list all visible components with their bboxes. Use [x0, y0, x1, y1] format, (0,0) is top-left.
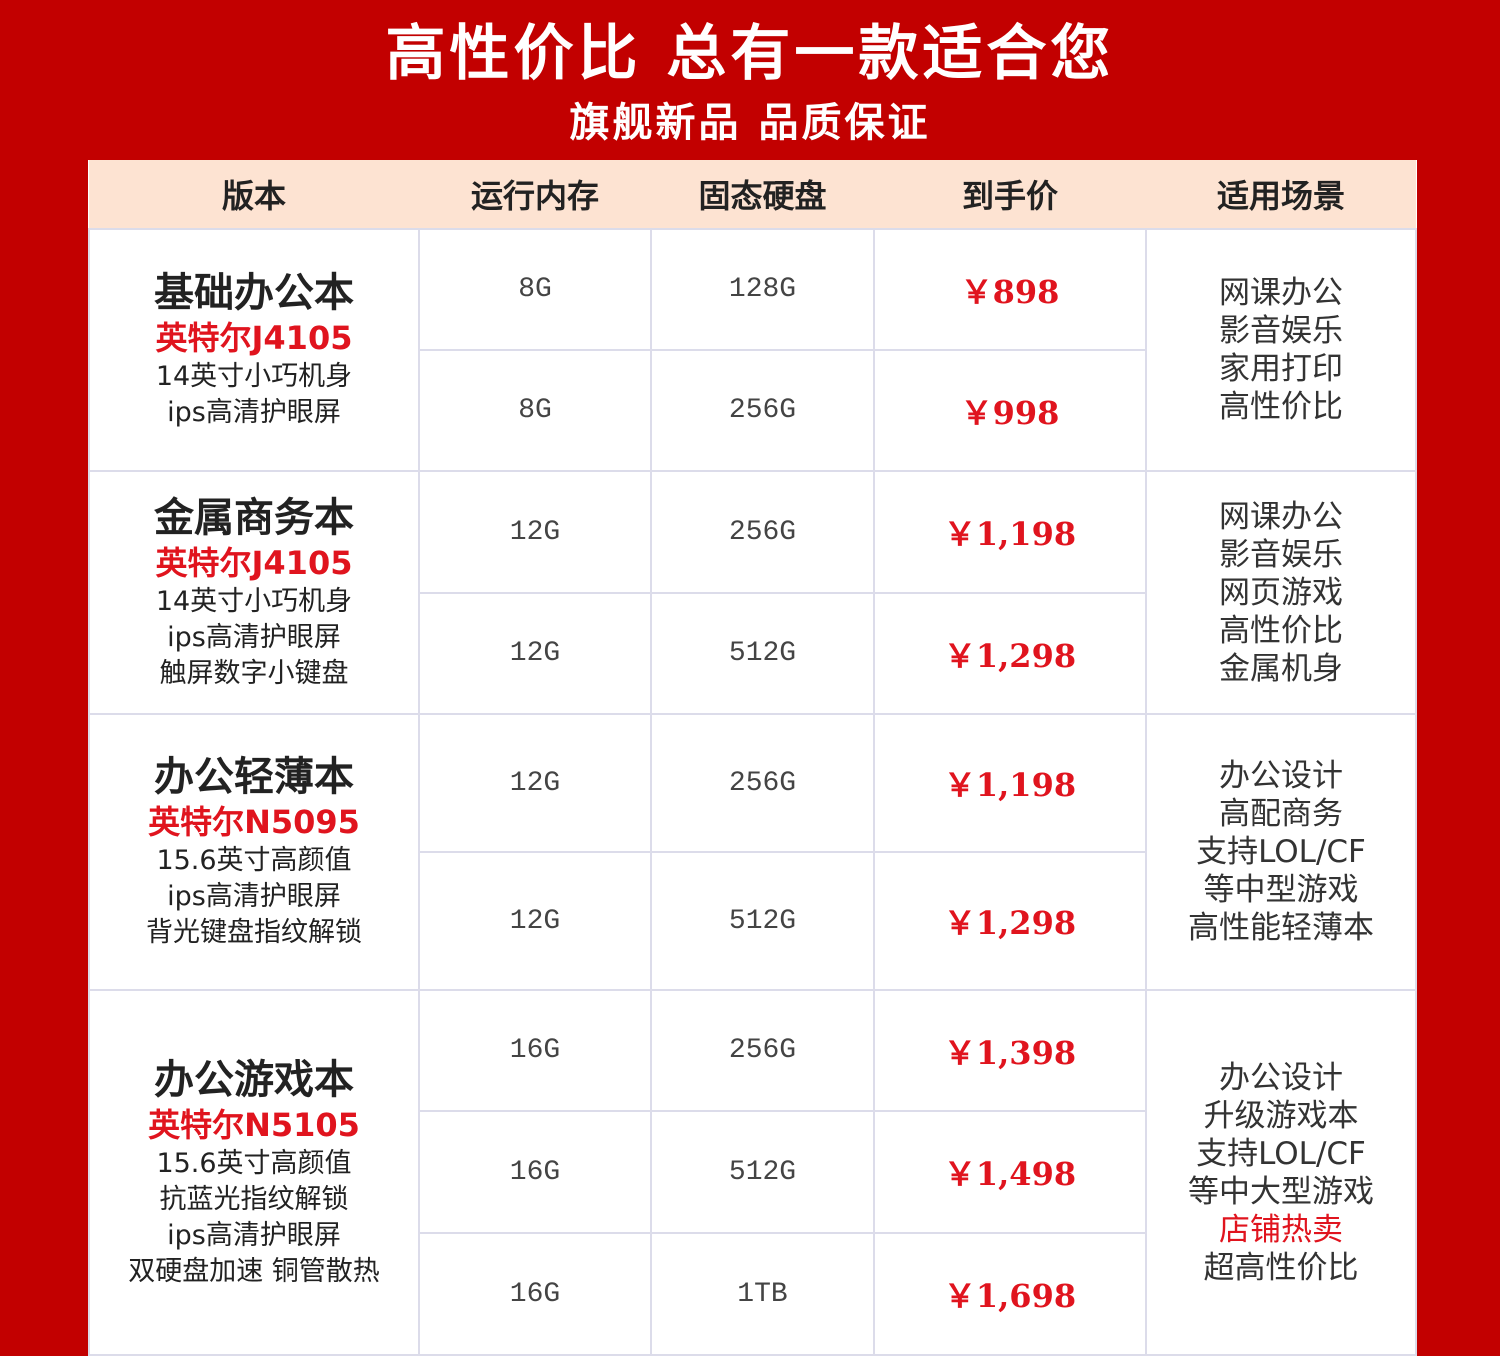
scene-cell: 办公设计 高配商务 支持LOL/CF 等中型游戏 高性能轻薄本 — [1145, 713, 1417, 991]
ram-cell: 8G — [418, 228, 652, 351]
ssd-cell: 256G — [650, 470, 875, 594]
scene-item: 影音娱乐 — [1219, 536, 1343, 573]
table-row: 16G 1TB ￥1,698 — [89, 1232, 1416, 1356]
version-name: 基础办公本 — [154, 269, 354, 316]
page-subtitle: 旗舰新品 品质保证 — [569, 99, 931, 146]
ram-cell: 12G — [418, 851, 652, 991]
feature: 15.6英寸高颜值 — [156, 845, 352, 876]
version-cell: 基础办公本 英特尔J4105 14英寸小巧机身 ips高清护眼屏 — [88, 228, 420, 472]
col-ram: 运行内存 — [419, 160, 651, 229]
feature: ips高清护眼屏 — [167, 397, 341, 428]
price-cell: ￥898 — [873, 228, 1147, 351]
col-ssd: 固态硬盘 — [651, 160, 874, 229]
price-cell: ￥1,198 — [873, 713, 1147, 853]
table-row: 16G 512G ￥1,498 — [89, 1110, 1416, 1234]
ram-cell: 16G — [418, 1110, 652, 1234]
version-name: 办公游戏本 — [154, 1055, 354, 1103]
feature: 14英寸小巧机身 — [155, 585, 353, 617]
feature: 15.6英寸高颜值 — [156, 1147, 352, 1179]
scene-item: 办公设计 — [1219, 758, 1343, 794]
ssd-cell: 512G — [650, 1110, 875, 1234]
table-row: 12G 512G ￥1,298 — [89, 592, 1416, 715]
ssd-cell: 512G — [650, 851, 875, 991]
cpu-model: 英特尔J4105 — [155, 319, 353, 357]
version-name: 办公轻薄本 — [154, 753, 354, 800]
table-header-row: 版本 运行内存 固态硬盘 到手价 适用场景 — [89, 160, 1416, 229]
scene-item: 影音娱乐 — [1219, 313, 1343, 349]
scene-item: 店铺热卖 — [1219, 1211, 1343, 1248]
feature: ips高清护眼屏 — [167, 1219, 341, 1251]
table-row: 办公游戏本 英特尔N5105 15.6英寸高颜值 抗蓝光指纹解锁 ips高清护眼屏双硬盘… — [88, 989, 1417, 1356]
spec-table: 版本 运行内存 固态硬盘 到手价 适用场景 基础办公本 英特尔J4105 14英寸小… — [88, 160, 1417, 1356]
scene-item: 办公设计 — [1219, 1059, 1343, 1096]
table-row: 办公轻薄本 英特尔N5095 15.6英寸高颜值 ips高清护眼屏 背光键盘指纹解锁 12… — [88, 713, 1417, 991]
table-row: 8G 256G ￥998 — [89, 349, 1416, 472]
cpu-model: 英特尔N5095 — [148, 803, 360, 841]
scene-cell: 网课办公 影音娱乐 家用打印 高性价比 — [1145, 228, 1417, 472]
scene-cell: 办公设计 升级游戏本 支持LOL/CF 等中大型游戏 店铺热卖 超高性价比 — [1145, 989, 1417, 1356]
col-scene: 适用场景 — [1146, 160, 1416, 229]
ssd-cell: 1TB — [650, 1232, 875, 1356]
version-cell: 金属商务本 英特尔J4105 14英寸小巧机身 ips高清护眼屏 触屏数字小键盘 — [88, 470, 420, 715]
price-cell: ￥1,498 — [873, 1110, 1147, 1234]
version-name: 金属商务本 — [154, 493, 354, 541]
scene-cell: 网课办公 影音娱乐 网页游戏 高性价比 金属机身 — [1145, 470, 1417, 715]
scene-item: 高性价比 — [1219, 612, 1343, 649]
version-cell: 办公游戏本 英特尔N5105 15.6英寸高颜值 抗蓝光指纹解锁 ips高清护眼屏双硬盘… — [88, 989, 420, 1356]
ssd-cell: 512G — [650, 592, 875, 715]
scene-item: 网课办公 — [1219, 498, 1343, 535]
price-cell: ￥1,298 — [873, 851, 1147, 991]
ssd-cell: 256G — [650, 713, 875, 853]
scene-item: 支持LOL/CF — [1196, 834, 1366, 870]
col-price: 到手价 — [874, 160, 1146, 229]
ram-cell: 16G — [418, 1232, 652, 1356]
feature: ips高清护眼屏 — [167, 621, 341, 653]
page-title: 高性价比 总有一款适合您 — [385, 19, 1115, 89]
scene-item: 网页游戏 — [1219, 574, 1343, 611]
feature: 背光键盘指纹解锁 — [146, 917, 362, 948]
version-cell: 办公轻薄本 英特尔N5095 15.6英寸高颜值 ips高清护眼屏 背光键盘指纹解锁 — [88, 713, 420, 991]
table-row: 12G 512G ￥1,298 — [89, 851, 1416, 991]
scene-item: 家用打印 — [1219, 351, 1343, 387]
feature: 14英寸小巧机身 — [155, 361, 353, 392]
feature: 触屏数字小键盘 — [159, 657, 349, 689]
table-row: 金属商务本 英特尔J4105 14英寸小巧机身 ips高清护眼屏 触屏数字小键盘 12G 2… — [88, 470, 1417, 715]
price-cell: ￥1,298 — [873, 592, 1147, 715]
feature: 双硬盘加速 铜管散热 — [128, 1255, 380, 1287]
ssd-cell: 256G — [650, 989, 875, 1112]
ram-cell: 16G — [418, 989, 652, 1112]
scene-item: 高配商务 — [1219, 796, 1343, 832]
scene-item: 网课办公 — [1219, 275, 1343, 311]
price-cell: ￥1,698 — [873, 1232, 1147, 1356]
ssd-cell: 128G — [650, 228, 875, 351]
ram-cell: 8G — [418, 349, 652, 472]
scene-item: 等中型游戏 — [1203, 872, 1359, 908]
scene-item: 支持LOL/CF — [1196, 1135, 1366, 1172]
ram-cell: 12G — [418, 713, 652, 853]
scene-item: 超高性价比 — [1203, 1249, 1359, 1286]
ram-cell: 12G — [418, 470, 652, 594]
cpu-model: 英特尔N5105 — [148, 1105, 360, 1144]
scene-item: 金属机身 — [1219, 650, 1343, 687]
price-cell: ￥1,398 — [873, 989, 1147, 1112]
price-cell: ￥998 — [873, 349, 1147, 472]
scene-item: 升级游戏本 — [1203, 1097, 1359, 1134]
scene-item: 等中大型游戏 — [1188, 1173, 1374, 1210]
col-version: 版本 — [89, 160, 419, 229]
feature: 抗蓝光指纹解锁 — [159, 1183, 349, 1215]
price-cell: ￥1,198 — [873, 470, 1147, 594]
ram-cell: 12G — [418, 592, 652, 715]
cpu-model: 英特尔J4105 — [155, 543, 353, 582]
table-row: 基础办公本 英特尔J4105 14英寸小巧机身 ips高清护眼屏 8G 128G ￥898 网… — [88, 228, 1417, 472]
feature: ips高清护眼屏 — [167, 881, 341, 912]
ssd-cell: 256G — [650, 349, 875, 472]
scene-item: 高性能轻薄本 — [1188, 910, 1374, 946]
scene-item: 高性价比 — [1219, 389, 1343, 425]
